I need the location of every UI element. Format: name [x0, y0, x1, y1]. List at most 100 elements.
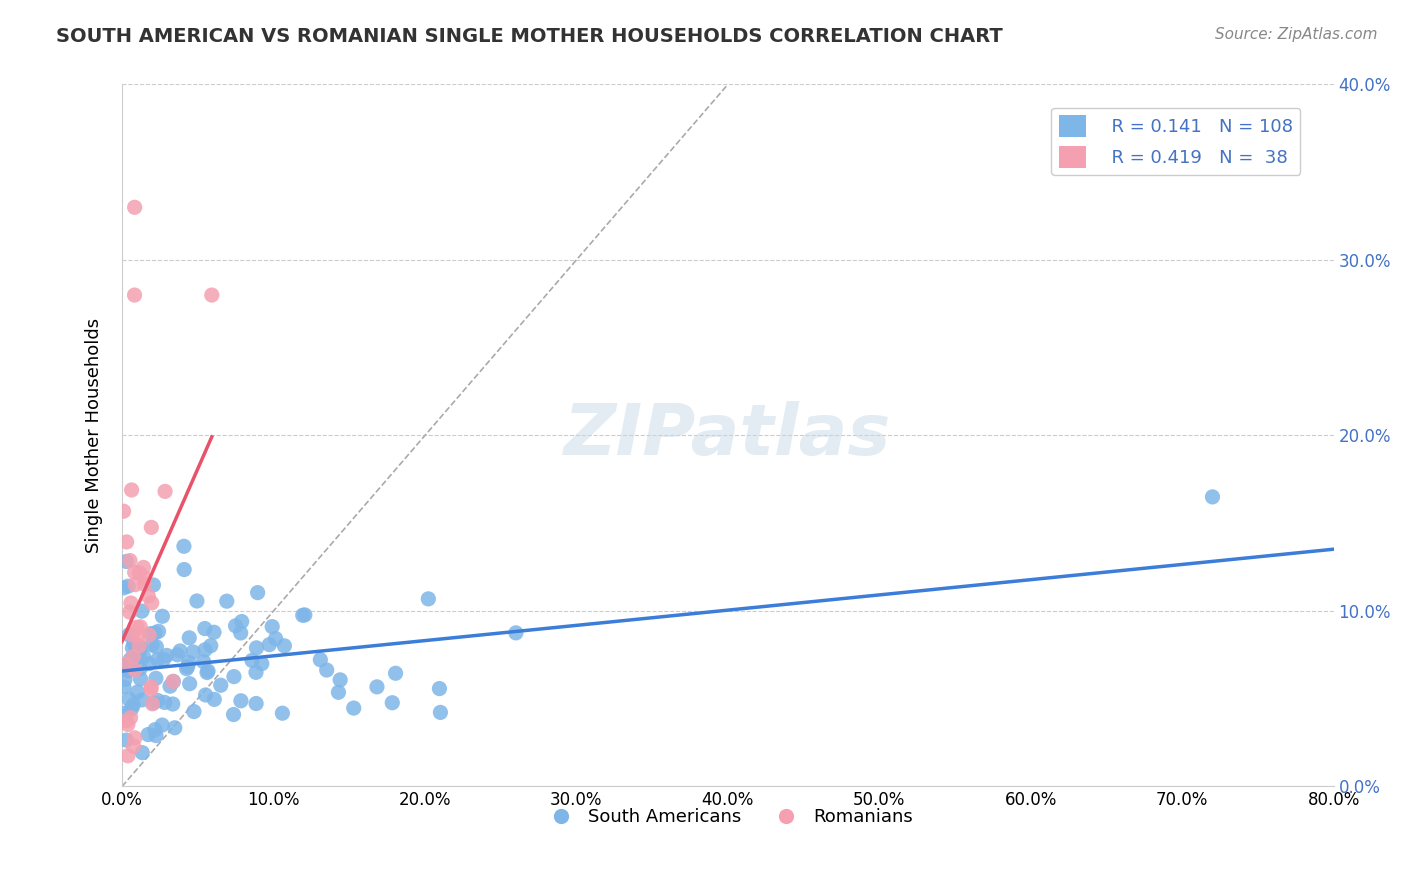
- South Americans: [194, 688, 217, 702]
- South Americans: [169, 644, 191, 658]
- South Americans: [176, 659, 198, 673]
- South Americans: [181, 645, 204, 659]
- South Americans: [162, 697, 184, 711]
- South Americans: [195, 665, 218, 680]
- South Americans: [114, 706, 136, 720]
- South Americans: [222, 707, 245, 722]
- South Americans: [173, 562, 195, 576]
- Romanians: [127, 629, 149, 643]
- Romanians: [136, 589, 159, 603]
- Romanians: [132, 560, 155, 574]
- South Americans: [120, 652, 142, 666]
- South Americans: [245, 665, 267, 680]
- South Americans: [179, 631, 201, 645]
- South Americans: [114, 673, 136, 687]
- South Americans: [138, 657, 160, 671]
- South Americans: [118, 692, 141, 706]
- South Americans: [197, 664, 219, 678]
- Romanians: [120, 596, 142, 610]
- South Americans: [145, 729, 167, 743]
- Romanians: [141, 697, 163, 711]
- Romanians: [124, 288, 146, 302]
- Romanians: [125, 620, 148, 634]
- Romanians: [112, 657, 135, 672]
- South Americans: [141, 638, 163, 652]
- South Americans: [250, 657, 273, 671]
- South Americans: [173, 539, 195, 553]
- South Americans: [294, 607, 316, 622]
- South Americans: [129, 640, 152, 655]
- Romanians: [138, 628, 160, 642]
- South Americans: [225, 619, 247, 633]
- Romanians: [141, 596, 163, 610]
- South Americans: [156, 648, 179, 663]
- South Americans: [117, 664, 139, 678]
- South Americans: [209, 678, 232, 692]
- South Americans: [202, 625, 225, 640]
- South Americans: [329, 673, 352, 687]
- South Americans: [136, 727, 159, 741]
- South Americans: [229, 694, 252, 708]
- South Americans: [153, 695, 176, 709]
- Romanians: [115, 535, 138, 549]
- Romanians: [128, 639, 150, 653]
- South Americans: [183, 705, 205, 719]
- Romanians: [122, 739, 145, 754]
- Romanians: [121, 483, 143, 497]
- Romanians: [153, 484, 176, 499]
- South Americans: [145, 640, 167, 654]
- Romanians: [118, 605, 141, 619]
- Romanians: [141, 520, 163, 534]
- South Americans: [271, 706, 294, 721]
- South Americans: [366, 680, 388, 694]
- South Americans: [505, 625, 527, 640]
- South Americans: [163, 721, 186, 735]
- South Americans: [118, 628, 141, 642]
- Romanians: [129, 620, 152, 634]
- South Americans: [146, 693, 169, 707]
- South Americans: [215, 594, 238, 608]
- Romanians: [134, 577, 156, 591]
- South Americans: [131, 746, 153, 760]
- South Americans: [193, 655, 215, 669]
- Romanians: [117, 717, 139, 731]
- South Americans: [121, 640, 143, 655]
- South Americans: [120, 702, 142, 716]
- South Americans: [122, 698, 145, 712]
- South Americans: [146, 652, 169, 666]
- South Americans: [262, 620, 284, 634]
- South Americans: [231, 615, 253, 629]
- Romanians: [120, 711, 142, 725]
- South Americans: [162, 674, 184, 689]
- Text: Source: ZipAtlas.com: Source: ZipAtlas.com: [1215, 27, 1378, 42]
- South Americans: [145, 671, 167, 685]
- South Americans: [381, 696, 404, 710]
- South Americans: [122, 649, 145, 664]
- South Americans: [143, 723, 166, 737]
- South Americans: [115, 554, 138, 568]
- South Americans: [128, 648, 150, 663]
- Romanians: [124, 577, 146, 591]
- South Americans: [129, 661, 152, 675]
- South Americans: [200, 639, 222, 653]
- South Americans: [384, 666, 406, 681]
- Romanians: [118, 553, 141, 567]
- South Americans: [150, 718, 173, 732]
- South Americans: [150, 609, 173, 624]
- South Americans: [142, 696, 165, 710]
- South Americans: [125, 644, 148, 658]
- South Americans: [245, 697, 267, 711]
- South Americans: [112, 581, 135, 595]
- South Americans: [259, 638, 281, 652]
- South Americans: [152, 652, 174, 666]
- South Americans: [143, 626, 166, 640]
- South Americans: [127, 640, 149, 654]
- South Americans: [291, 608, 314, 623]
- South Americans: [148, 624, 170, 639]
- Romanians: [201, 288, 224, 302]
- South Americans: [159, 679, 181, 693]
- South Americans: [131, 693, 153, 707]
- South Americans: [112, 680, 135, 694]
- Romanians: [122, 649, 145, 664]
- Romanians: [141, 680, 163, 694]
